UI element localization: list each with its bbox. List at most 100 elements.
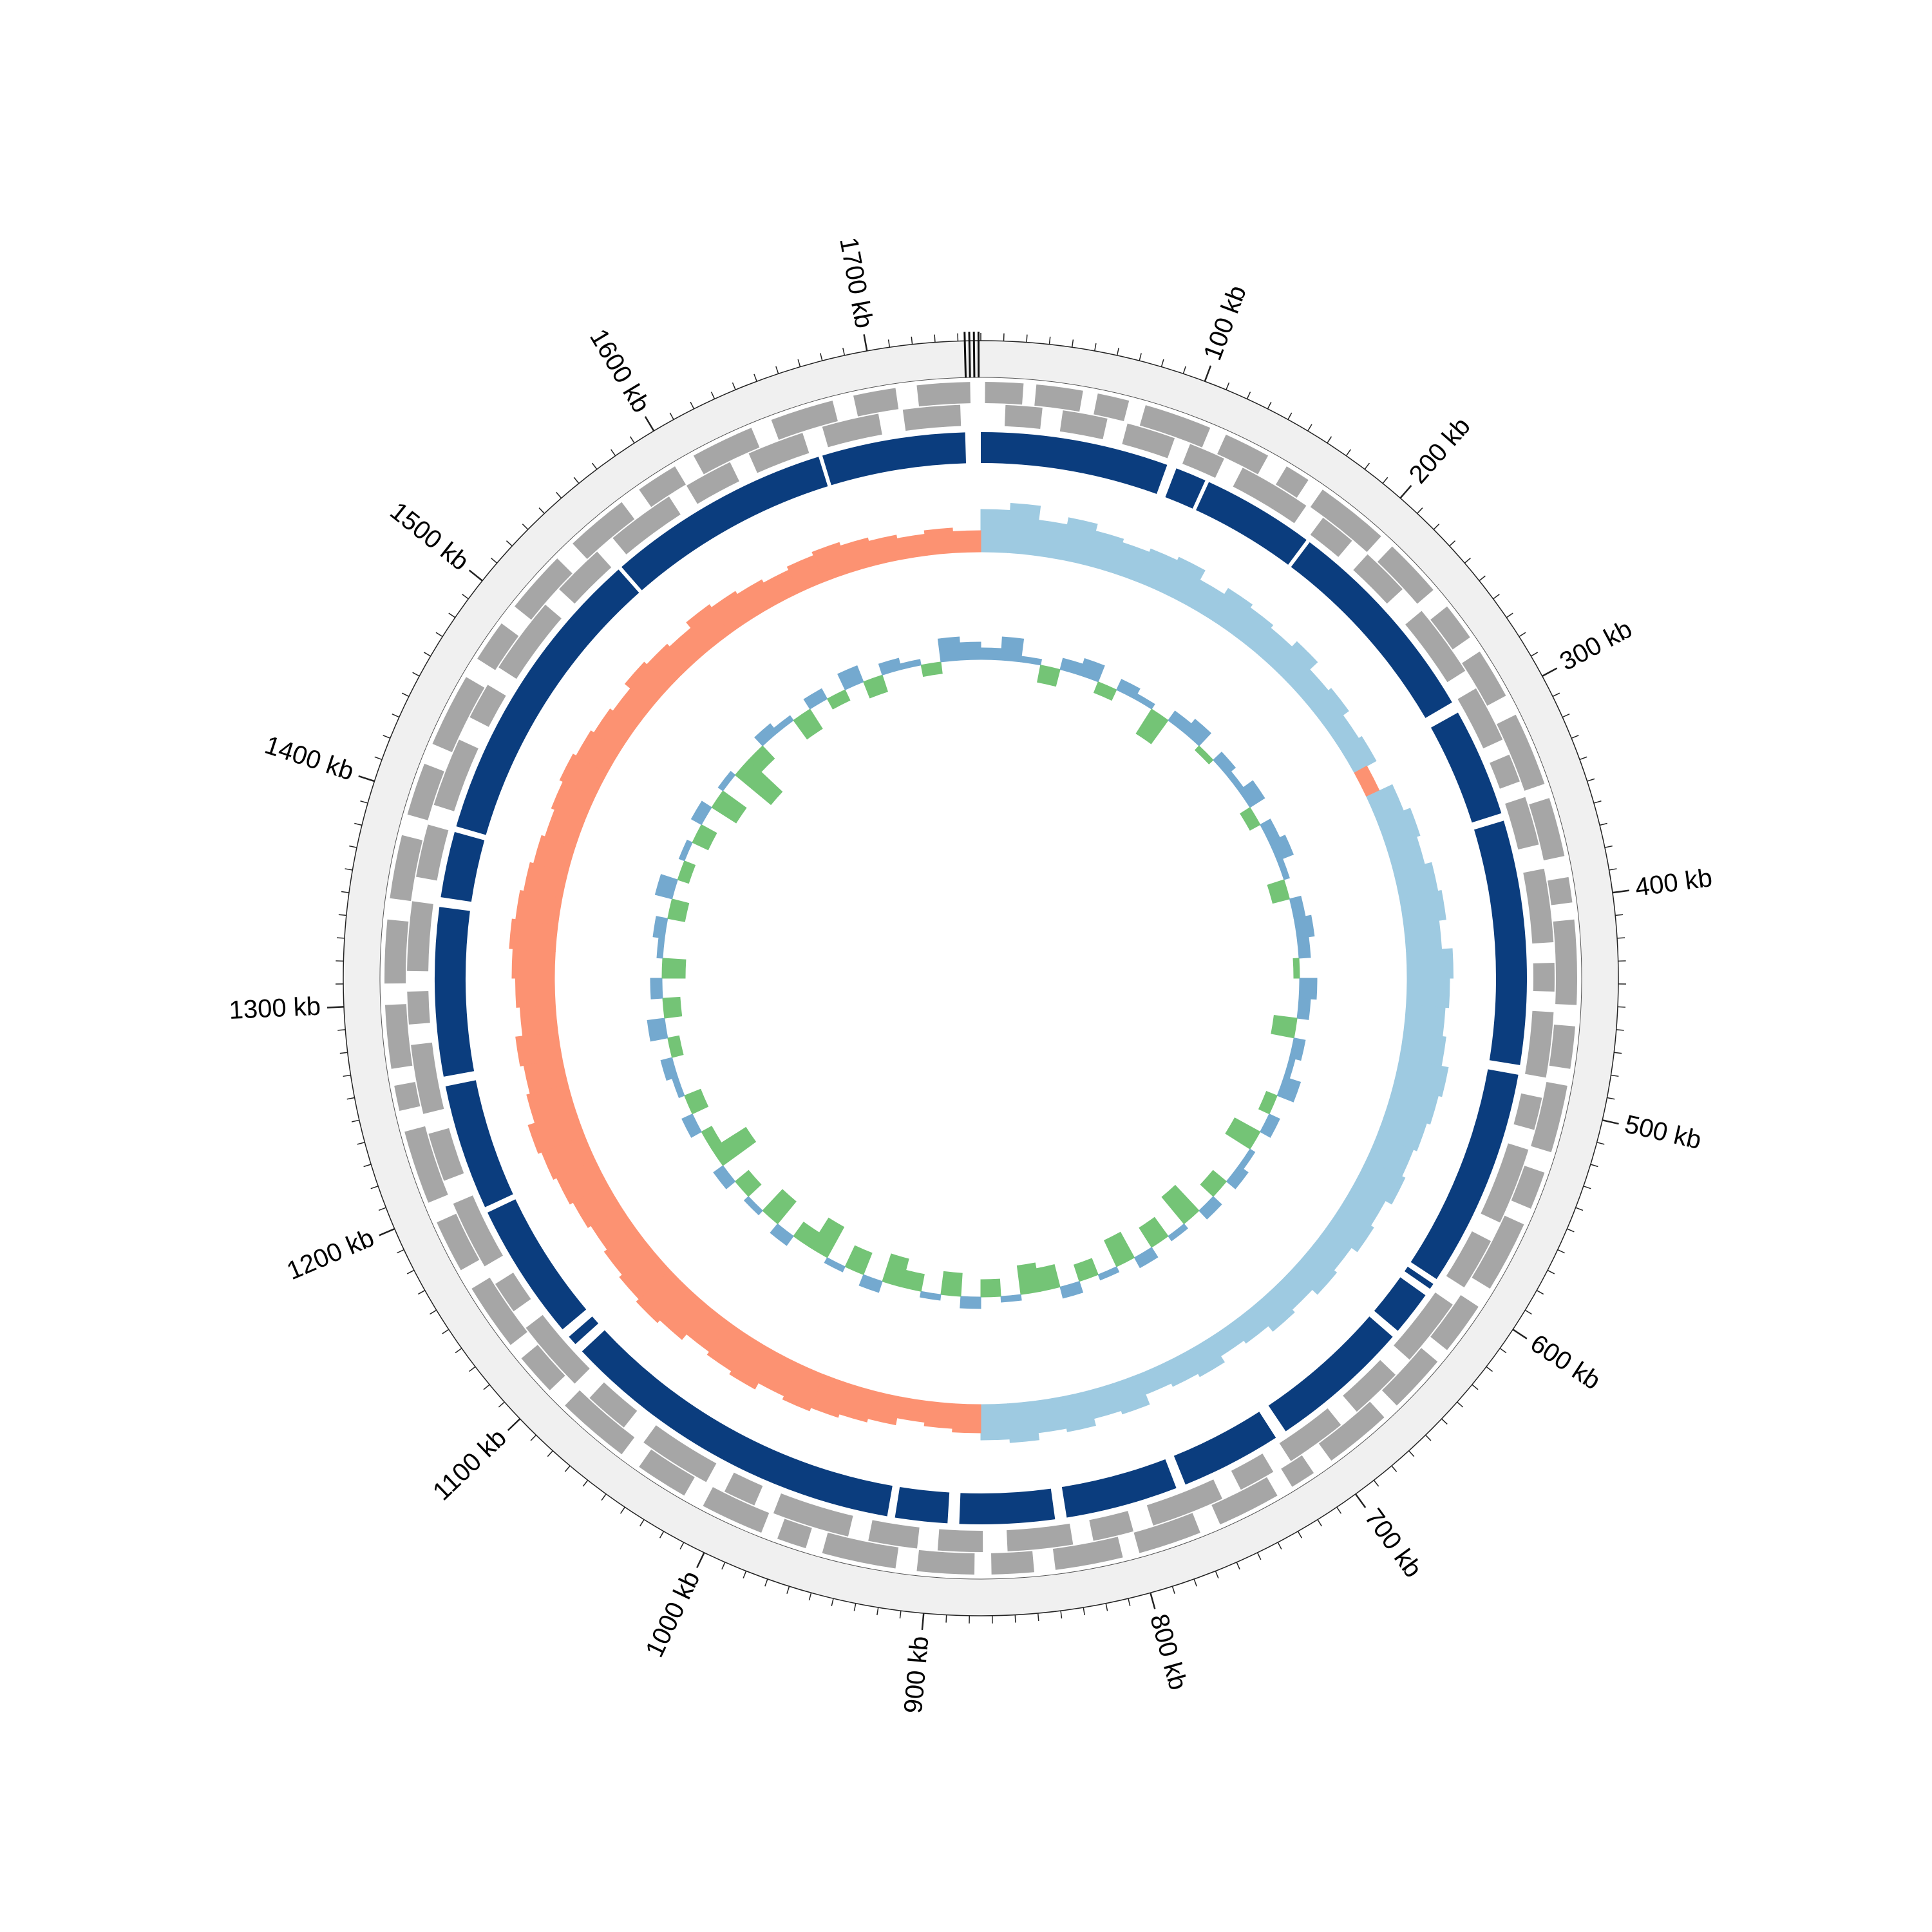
gc-content xyxy=(652,916,668,939)
gene xyxy=(771,401,838,440)
minor-tick xyxy=(679,1542,685,1549)
minor-tick xyxy=(690,401,695,410)
gene xyxy=(1059,410,1108,440)
minor-tick xyxy=(1457,1401,1464,1408)
minor-tick xyxy=(1364,462,1370,470)
tick-label: 800 kb xyxy=(1144,1611,1192,1693)
gene xyxy=(1094,393,1130,422)
minor-tick xyxy=(423,652,431,657)
minor-tick xyxy=(491,557,498,564)
gc-skew xyxy=(923,1401,954,1429)
gc-content xyxy=(937,636,961,663)
minor-tick xyxy=(1587,778,1595,782)
gc-content xyxy=(1168,1223,1188,1242)
gc-content xyxy=(863,674,889,699)
gene xyxy=(639,1449,695,1496)
gene xyxy=(384,1004,413,1069)
gene xyxy=(498,604,562,679)
gene xyxy=(1430,606,1470,650)
gene xyxy=(573,502,635,560)
tick-label: 1100 kb xyxy=(428,1423,512,1506)
minor-tick xyxy=(1449,540,1456,547)
minor-tick xyxy=(357,1142,365,1145)
gene xyxy=(411,1042,444,1114)
minor-tick xyxy=(1425,1434,1432,1441)
gc-skew xyxy=(1406,978,1450,1009)
gc-content xyxy=(900,659,922,670)
ring-edge xyxy=(379,377,1582,1580)
gene xyxy=(453,1195,503,1267)
minor-tick xyxy=(1116,347,1119,356)
minor-tick xyxy=(1215,1571,1219,1578)
minor-tick xyxy=(346,1097,355,1100)
gene xyxy=(937,1529,983,1552)
gc-content xyxy=(748,745,775,773)
minor-tick xyxy=(412,672,420,677)
gc-content xyxy=(837,665,864,690)
minor-tick xyxy=(1499,1348,1507,1354)
gc-content xyxy=(734,1170,762,1197)
gene xyxy=(471,1277,527,1345)
minor-tick xyxy=(1246,392,1251,399)
minor-tick xyxy=(1382,477,1388,484)
gene xyxy=(916,1549,975,1575)
minor-tick xyxy=(370,1186,379,1189)
gene xyxy=(1457,688,1503,749)
gc-content xyxy=(1226,1165,1249,1189)
minor-tick xyxy=(417,1290,426,1295)
tick-label: 1600 kb xyxy=(584,325,656,418)
gene xyxy=(1548,876,1573,905)
minor-tick xyxy=(611,449,616,457)
gene xyxy=(1310,517,1352,557)
contig xyxy=(981,432,1168,495)
gene xyxy=(868,1520,920,1549)
tick-label: 100 kb xyxy=(1198,281,1252,364)
gene xyxy=(1377,546,1434,604)
minor-tick xyxy=(469,1366,476,1372)
tick-label: 400 kb xyxy=(1633,864,1714,902)
gc-skew xyxy=(1403,1005,1446,1037)
gc-content xyxy=(1296,998,1311,1020)
gene xyxy=(1490,754,1520,789)
gene xyxy=(469,685,506,727)
gene xyxy=(1139,405,1211,448)
minor-tick xyxy=(406,1269,415,1274)
gene xyxy=(985,382,1024,405)
minor-tick xyxy=(1373,1480,1379,1487)
minor-tick xyxy=(808,1593,812,1601)
major-tick xyxy=(1354,1493,1367,1508)
gc-content xyxy=(650,978,663,999)
contig xyxy=(1268,1316,1393,1432)
gc-content xyxy=(980,647,1002,661)
gene xyxy=(1310,489,1381,553)
gene xyxy=(853,388,899,417)
gene xyxy=(390,835,423,902)
major-tick xyxy=(1150,1592,1156,1609)
major-tick xyxy=(379,1227,395,1236)
minor-tick xyxy=(435,632,443,638)
gc-content xyxy=(1276,858,1290,880)
gc-content xyxy=(810,1217,845,1258)
gc-content xyxy=(1103,1231,1135,1267)
gene xyxy=(407,991,430,1025)
gc-content xyxy=(1198,1196,1222,1220)
gene xyxy=(1122,423,1175,459)
minor-tick xyxy=(1345,449,1351,457)
gene xyxy=(1533,963,1555,992)
gene xyxy=(589,1382,638,1428)
gc-skew xyxy=(519,1005,558,1037)
gc-content xyxy=(1289,895,1306,919)
minor-tick xyxy=(1607,1097,1615,1100)
minor-tick xyxy=(1094,343,1097,352)
gene xyxy=(1233,468,1307,524)
tick-label: 1300 kb xyxy=(229,992,321,1025)
minor-tick xyxy=(1486,1366,1493,1372)
major-tick xyxy=(863,334,868,352)
gc-content xyxy=(770,1223,794,1246)
minor-tick xyxy=(430,1309,437,1315)
gc-content xyxy=(1133,1247,1159,1269)
minor-tick xyxy=(899,1611,902,1619)
minor-tick xyxy=(1579,756,1587,761)
tick-label: 1200 kb xyxy=(283,1224,378,1285)
gene xyxy=(1007,1523,1074,1552)
